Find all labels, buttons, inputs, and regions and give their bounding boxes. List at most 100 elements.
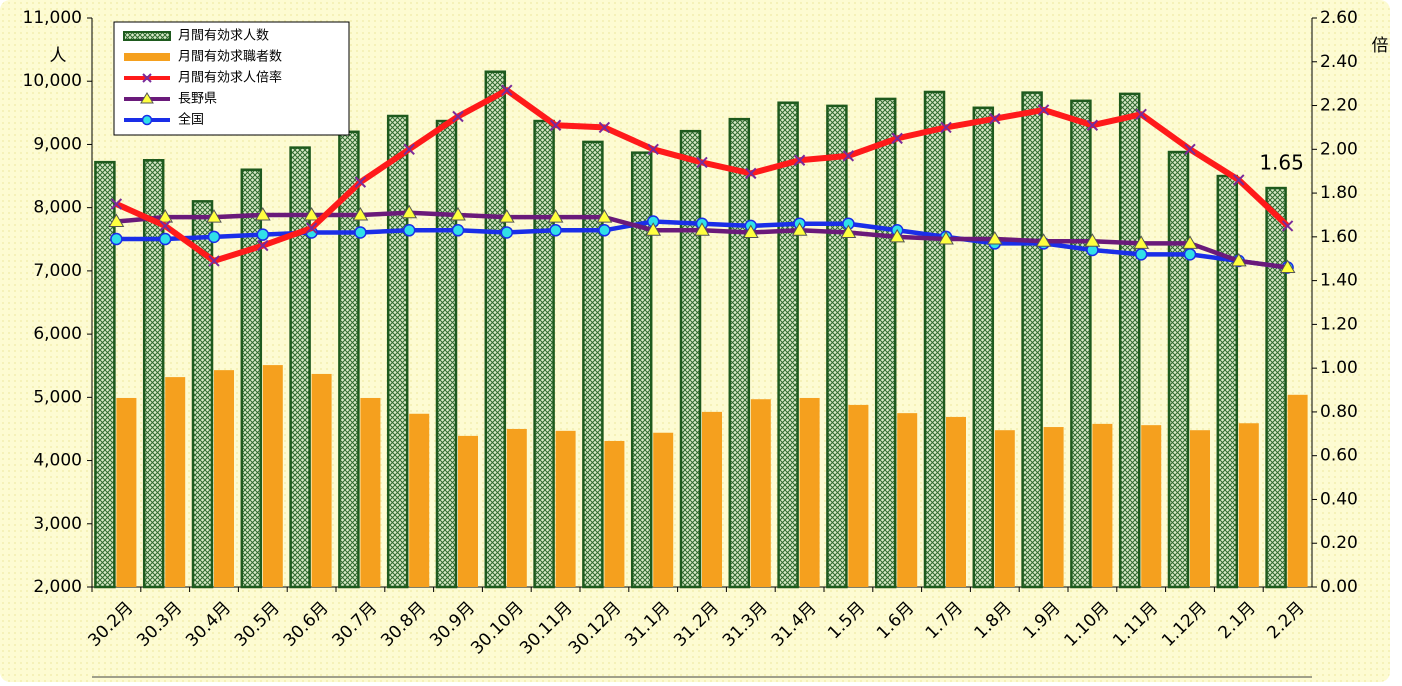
legend-marker [141, 114, 153, 126]
marker [110, 198, 123, 210]
bar [262, 365, 283, 587]
bar [582, 140, 604, 589]
bar [1190, 430, 1210, 587]
marker [401, 204, 418, 219]
bar [94, 160, 116, 589]
bar [799, 397, 820, 587]
bar [1287, 394, 1308, 587]
legend-marker [140, 92, 154, 104]
bar [946, 416, 966, 587]
bar [1092, 423, 1113, 587]
bar [777, 101, 799, 589]
y-tick-label: 7,000 [33, 261, 82, 281]
marker [158, 232, 172, 246]
y-tick-label: 6,000 [33, 324, 82, 344]
marker [1233, 174, 1245, 186]
marker [402, 224, 416, 237]
bar [386, 114, 409, 589]
marker [1035, 233, 1052, 247]
bar [409, 413, 430, 587]
marker [352, 206, 369, 221]
marker [108, 213, 125, 228]
y2-tick-label: 1.40 [1320, 271, 1358, 291]
y2-tick-label: 1.80 [1320, 183, 1358, 203]
marker [501, 84, 513, 96]
marker [303, 206, 320, 221]
marker [451, 224, 465, 237]
bar [702, 411, 722, 587]
marker [694, 222, 710, 236]
legend-label: 月間有効求人数 [178, 29, 269, 44]
bar [897, 413, 918, 587]
marker [989, 112, 1001, 125]
y-tick-label: 9,000 [33, 134, 82, 154]
marker [1134, 248, 1148, 261]
marker [940, 121, 952, 134]
marker [207, 230, 221, 244]
bar [1070, 99, 1092, 589]
legend-marker [142, 73, 152, 83]
y2-tick-label: 1.20 [1320, 314, 1358, 334]
marker [498, 209, 515, 223]
marker [938, 231, 954, 245]
bar [874, 97, 897, 589]
marker [549, 224, 562, 237]
marker [891, 132, 903, 145]
y-axis-label: 人 [50, 46, 67, 66]
bar [533, 119, 555, 589]
bar [214, 370, 234, 587]
legend-label: 月間有効求人倍率 [178, 70, 282, 86]
y2-tick-label: 0.40 [1320, 489, 1358, 509]
marker [110, 232, 123, 246]
bar [750, 399, 771, 587]
marker [793, 154, 806, 166]
marker [305, 222, 318, 234]
bar [484, 70, 507, 589]
marker [696, 156, 708, 169]
marker [840, 224, 857, 238]
y2-tick-label: 2.00 [1320, 139, 1358, 159]
bar [311, 373, 332, 587]
bar [604, 440, 625, 587]
marker [1133, 235, 1150, 249]
y2-tick-label: 0.00 [1320, 577, 1358, 597]
y-tick-label: 11,000 [23, 8, 82, 28]
bar [240, 168, 263, 589]
bar [1141, 425, 1162, 587]
y2-tick-label: 2.60 [1320, 8, 1358, 28]
marker [1084, 233, 1101, 247]
marker [745, 167, 757, 180]
y2-tick-label: 2.40 [1320, 52, 1358, 72]
legend-swatch [124, 53, 170, 61]
marker [1184, 143, 1196, 156]
marker [403, 143, 415, 156]
y2-tick-label: 0.20 [1320, 533, 1358, 553]
marker [208, 255, 220, 267]
y-tick-label: 2,000 [33, 577, 82, 597]
bar [630, 151, 653, 589]
legend-label: 長野県 [178, 92, 217, 107]
y-tick-label: 8,000 [33, 198, 82, 218]
bar [360, 397, 381, 587]
y-tick-label: 3,000 [33, 514, 82, 534]
bar [679, 129, 702, 589]
marker [598, 121, 611, 134]
bar [1118, 92, 1141, 589]
annotation: 1.65 [1259, 150, 1304, 174]
y2-tick-label: 0.80 [1320, 402, 1358, 422]
marker [157, 209, 174, 223]
marker [598, 224, 611, 237]
legend-label: 月間有効求職者数 [178, 50, 282, 65]
marker [547, 209, 564, 223]
marker [206, 209, 222, 223]
marker [842, 150, 855, 162]
bar [848, 404, 869, 587]
bar [653, 432, 674, 587]
bar [728, 117, 751, 589]
marker [1086, 119, 1099, 131]
bar [1043, 427, 1064, 587]
marker [256, 228, 270, 241]
bar [1265, 186, 1287, 589]
marker [452, 110, 464, 123]
